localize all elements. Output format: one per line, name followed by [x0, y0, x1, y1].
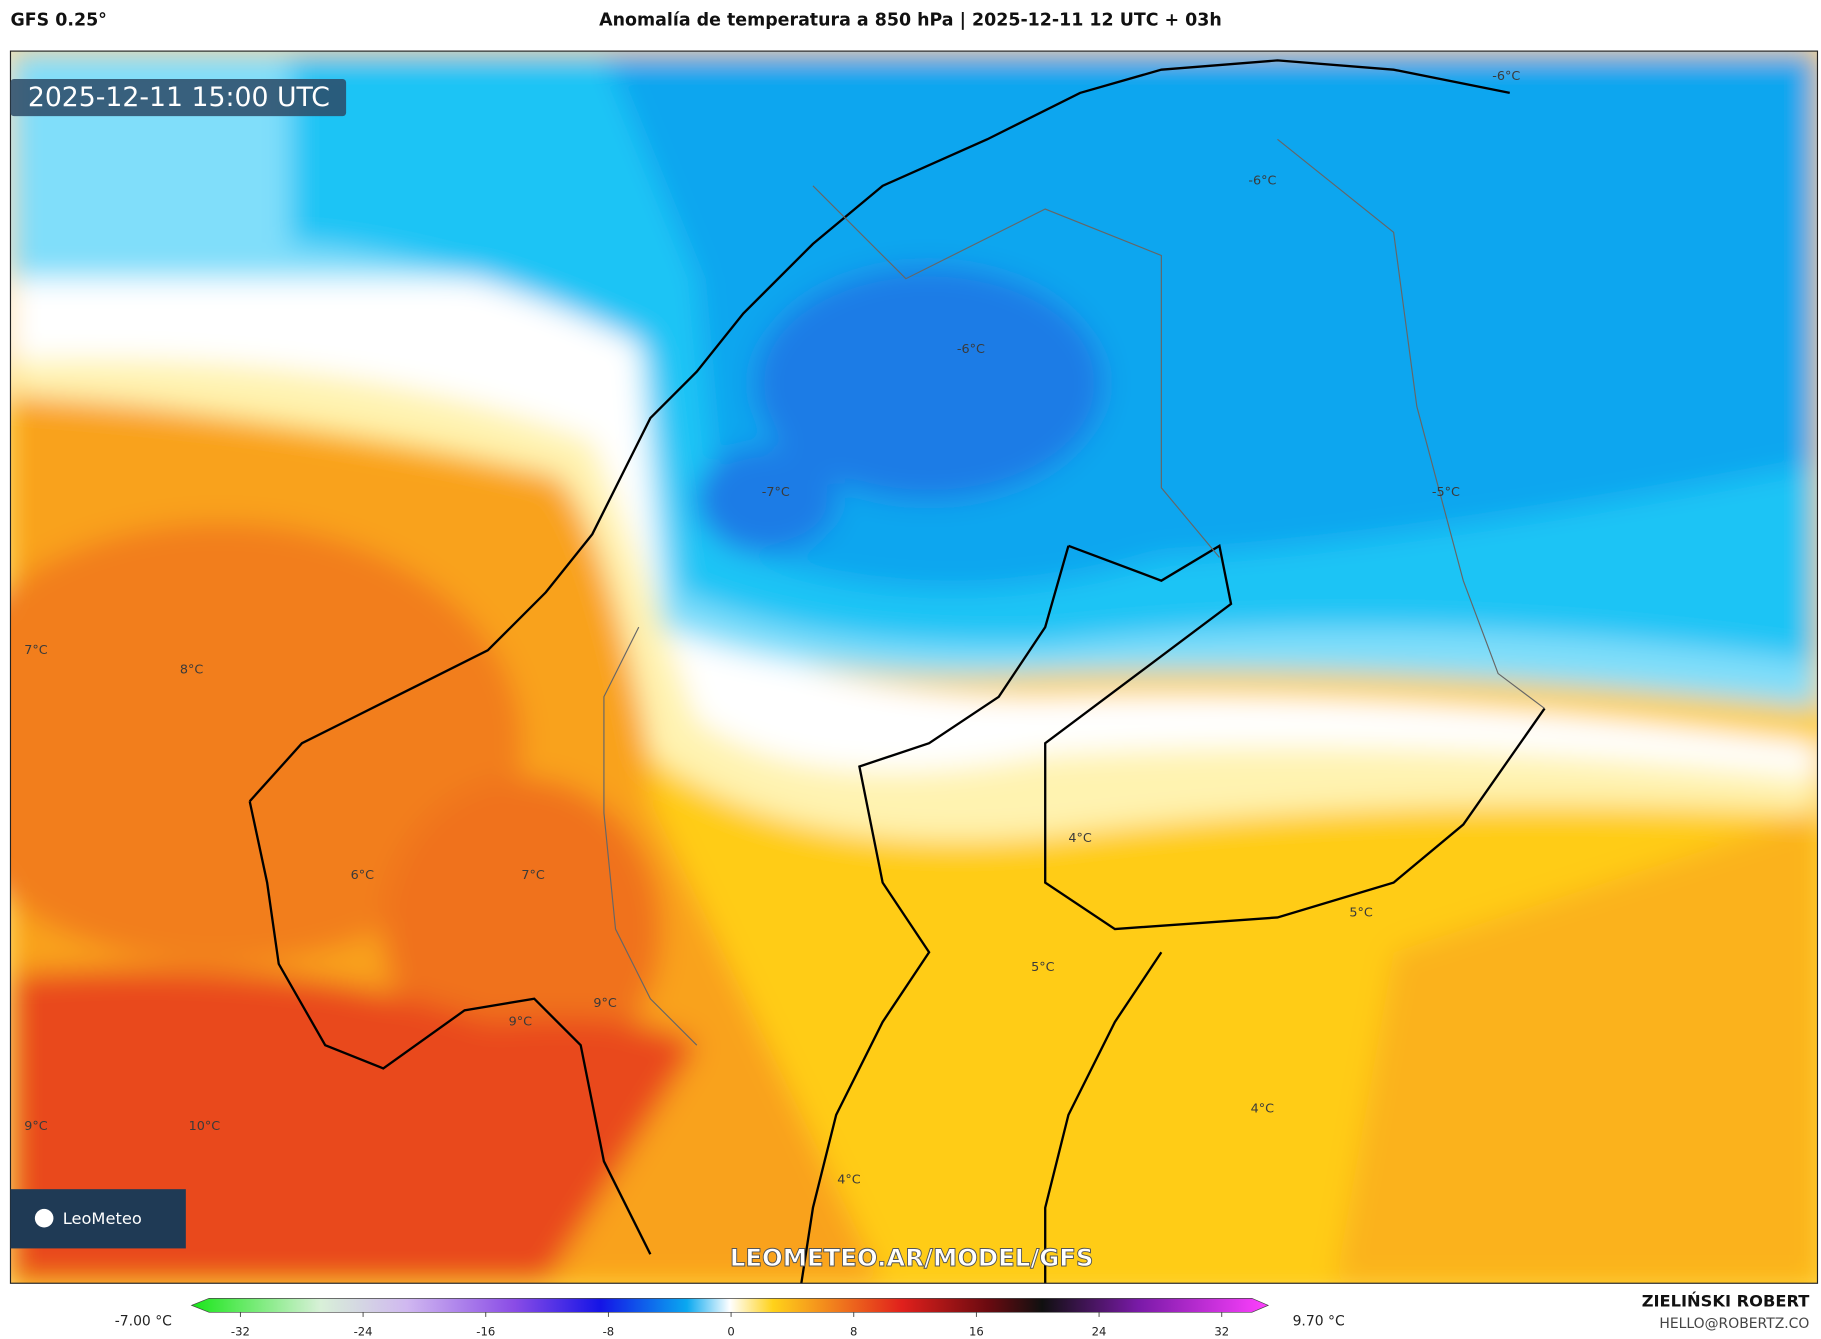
temperature-label: 9°C [509, 1014, 533, 1029]
watermark: LEOMETEO.AR/MODEL/GFS [730, 1243, 1094, 1272]
map-title: Anomalía de temperatura a 850 hPa | 2025… [599, 11, 1222, 31]
temperature-label: 6°C [351, 868, 375, 883]
author: ZIELIŃSKI ROBERT [1642, 1291, 1810, 1310]
colorbar-max: 9.70 °C [1293, 1314, 1345, 1330]
colorbar-tick-label: 32 [1214, 1325, 1229, 1339]
temperature-label: 7°C [521, 868, 545, 883]
anomaly-field [10, 51, 1818, 1284]
colorbar-tick-label: -32 [231, 1325, 250, 1339]
temperature-label: 10°C [189, 1119, 221, 1134]
email: HELLO@ROBERTZ.CO [1659, 1316, 1809, 1332]
temperature-label: 4°C [1068, 831, 1092, 846]
colorbar-tick-label: -16 [476, 1325, 495, 1339]
colorbar-tick-label: 8 [850, 1325, 857, 1339]
map: -6°C -6°C -6°C -7°C -5°C 7°C 8°C 4°C 6°C 7°C 5°C 5°… [10, 51, 1818, 1284]
colorbar [190, 1298, 1270, 1313]
logo-text: LeoMeteo [63, 1209, 142, 1228]
colorbar-tick-label: 24 [1092, 1325, 1107, 1339]
coastlines [248, 59, 1546, 1284]
temperature-label: -6°C [957, 342, 985, 357]
temperature-label: -7°C [762, 485, 790, 500]
temperature-label: 9°C [593, 996, 617, 1011]
borders [603, 138, 1545, 1046]
temperature-label: 5°C [1031, 960, 1055, 975]
temperature-label: 5°C [1349, 905, 1373, 920]
temperature-label: 9°C [24, 1119, 48, 1134]
map-frame [9, 50, 1819, 1284]
temperature-label: -5°C [1432, 485, 1460, 500]
colorbar-tick-label: 16 [969, 1325, 984, 1339]
temperature-label: 4°C [837, 1172, 861, 1187]
timestamp-box [10, 78, 347, 117]
temperature-label: -6°C [1492, 69, 1520, 84]
temperature-label: 7°C [24, 643, 48, 658]
colorbar-min: -7.00 °C [115, 1314, 172, 1330]
timestamp: 2025-12-11 15:00 UTC [28, 82, 330, 113]
temperature-label: 4°C [1251, 1102, 1275, 1117]
temperature-label: -6°C [1248, 174, 1276, 189]
colorbar-tick-label: 0 [727, 1325, 734, 1339]
temperature-label: 8°C [180, 663, 204, 678]
colorbar-tick-label: -8 [603, 1325, 615, 1339]
colorbar-ticks: -32 -24 -16 -8 0 8 16 24 32 [231, 1312, 1229, 1339]
colorbar-tick-label: -24 [354, 1325, 373, 1339]
model-name: GFS 0.25° [10, 11, 106, 31]
logo-sun [34, 1208, 54, 1228]
map-labels: -6°C -6°C -6°C -7°C -5°C 7°C 8°C 4°C 6°C 7°C 5°C 5°… [24, 69, 1520, 1187]
